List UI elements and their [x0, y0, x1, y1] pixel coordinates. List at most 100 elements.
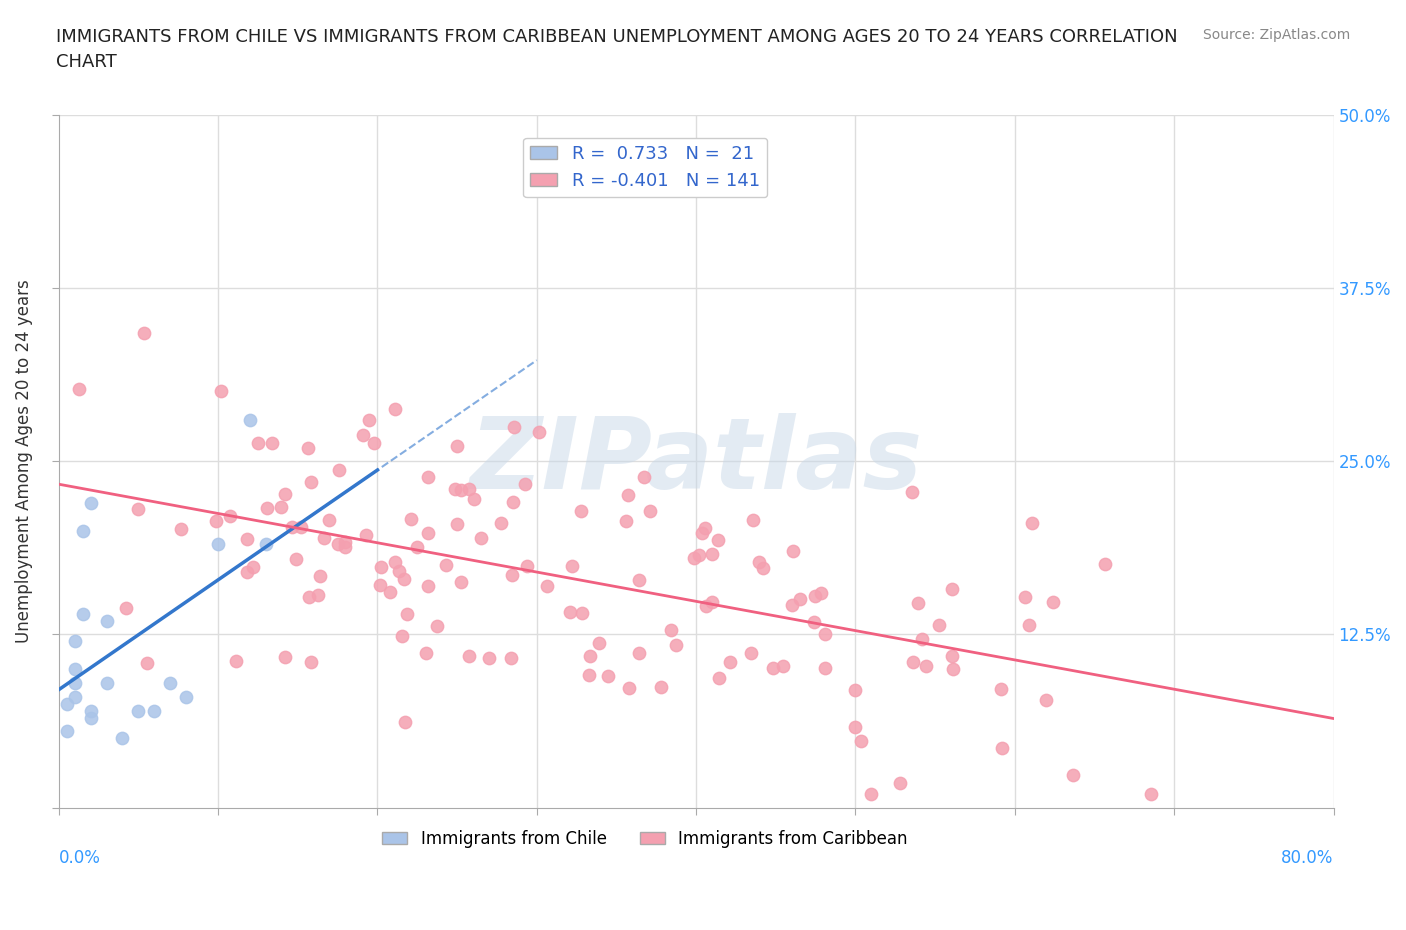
- Point: [391, 628, 413, 643]
- Point: [280, 519, 302, 534]
- Point: [55, 697, 77, 711]
- Text: 80.0%: 80.0%: [1281, 849, 1333, 867]
- Point: [219, 509, 242, 524]
- Point: [426, 618, 449, 633]
- Point: [789, 591, 811, 606]
- Point: [368, 578, 391, 592]
- Point: [614, 513, 637, 528]
- Point: [72, 606, 94, 621]
- Point: [67, 381, 90, 396]
- Point: [72, 523, 94, 538]
- Point: [457, 649, 479, 664]
- Point: [627, 573, 650, 588]
- Point: [463, 491, 485, 506]
- Point: [1140, 786, 1163, 801]
- Point: [941, 648, 963, 663]
- Legend: Immigrants from Chile, Immigrants from Caribbean: Immigrants from Chile, Immigrants from C…: [375, 823, 914, 855]
- Point: [354, 528, 377, 543]
- Point: [235, 531, 257, 546]
- Point: [111, 731, 134, 746]
- Point: [63, 634, 86, 649]
- Point: [352, 428, 374, 443]
- Point: [688, 548, 710, 563]
- Point: [458, 482, 481, 497]
- Point: [718, 655, 741, 670]
- Point: [527, 425, 550, 440]
- Point: [384, 555, 406, 570]
- Point: [628, 645, 651, 660]
- Point: [299, 474, 322, 489]
- Point: [748, 554, 770, 569]
- Point: [501, 568, 523, 583]
- Point: [290, 520, 312, 535]
- Point: [307, 588, 329, 603]
- Point: [859, 786, 882, 801]
- Point: [55, 724, 77, 738]
- Point: [246, 435, 269, 450]
- Point: [79, 711, 101, 725]
- Point: [650, 679, 672, 694]
- Point: [752, 561, 775, 576]
- Point: [814, 660, 837, 675]
- Point: [370, 560, 392, 575]
- Point: [617, 488, 640, 503]
- Point: [96, 675, 118, 690]
- Point: [889, 776, 911, 790]
- Point: [740, 645, 762, 660]
- Point: [79, 703, 101, 718]
- Point: [254, 537, 277, 551]
- Point: [328, 463, 350, 478]
- Point: [225, 653, 247, 668]
- Point: [1035, 693, 1057, 708]
- Point: [499, 651, 522, 666]
- Point: [96, 613, 118, 628]
- Point: [780, 598, 803, 613]
- Point: [270, 499, 292, 514]
- Point: [169, 522, 191, 537]
- Point: [911, 631, 934, 646]
- Point: [406, 539, 429, 554]
- Point: [415, 645, 437, 660]
- Point: [436, 557, 458, 572]
- Point: [478, 650, 501, 665]
- Point: [638, 503, 661, 518]
- Point: [284, 551, 307, 566]
- Point: [900, 485, 922, 499]
- Point: [536, 578, 558, 593]
- Point: [298, 590, 321, 604]
- Point: [659, 622, 682, 637]
- Point: [617, 681, 640, 696]
- Point: [256, 501, 278, 516]
- Point: [695, 599, 717, 614]
- Point: [941, 581, 963, 596]
- Point: [915, 658, 938, 673]
- Point: [571, 605, 593, 620]
- Point: [502, 494, 524, 509]
- Point: [127, 703, 149, 718]
- Point: [803, 615, 825, 630]
- Point: [903, 655, 925, 670]
- Point: [450, 575, 472, 590]
- Point: [446, 439, 468, 454]
- Point: [239, 412, 262, 427]
- Point: [804, 589, 827, 604]
- Point: [416, 526, 439, 541]
- Point: [63, 661, 86, 676]
- Point: [991, 740, 1014, 755]
- Point: [489, 515, 512, 530]
- Point: [844, 682, 866, 697]
- Point: [134, 326, 156, 340]
- Text: 0.0%: 0.0%: [59, 849, 101, 867]
- Point: [1014, 590, 1036, 604]
- Point: [513, 477, 536, 492]
- Point: [814, 627, 837, 642]
- Point: [394, 715, 416, 730]
- Point: [561, 559, 583, 574]
- Point: [242, 560, 264, 575]
- Point: [363, 436, 385, 451]
- Point: [312, 531, 335, 546]
- Point: [782, 544, 804, 559]
- Point: [79, 496, 101, 511]
- Point: [516, 559, 538, 574]
- Point: [114, 601, 136, 616]
